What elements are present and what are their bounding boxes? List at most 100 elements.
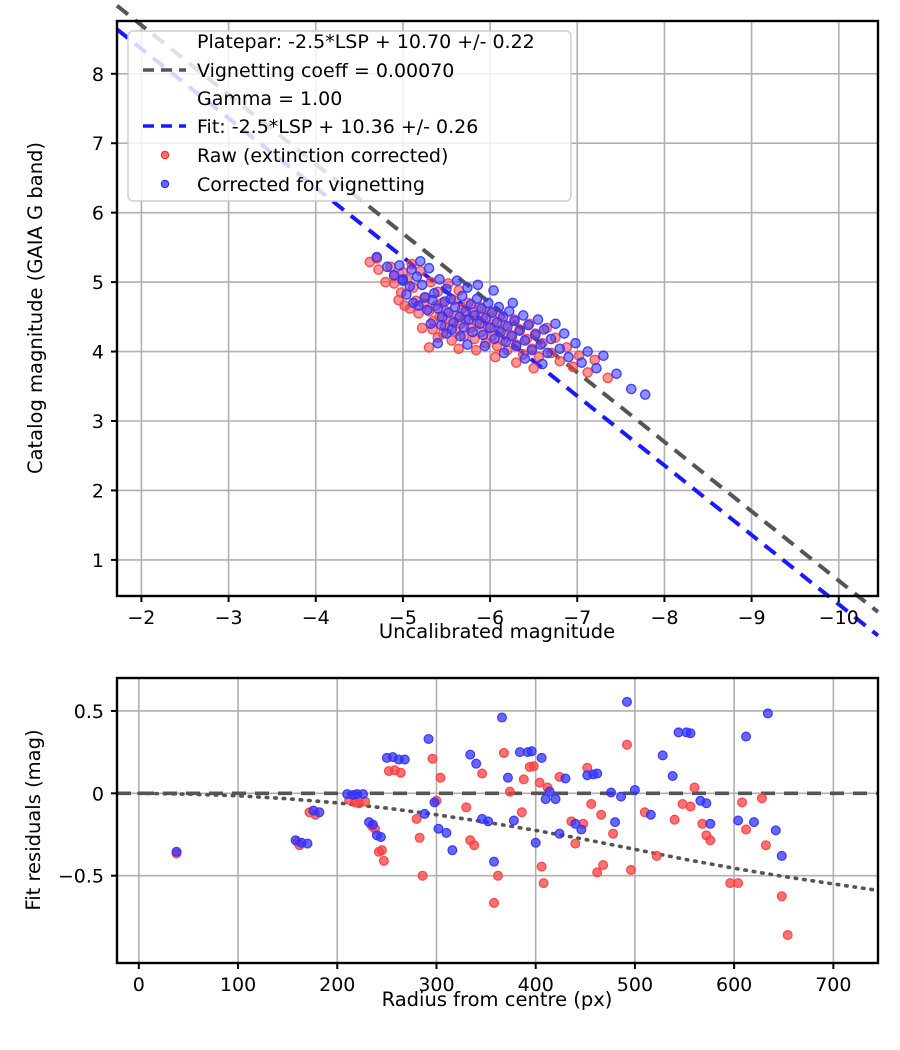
top-data-point <box>462 282 473 293</box>
top-data-point <box>425 318 437 330</box>
bottom-data-point <box>701 798 712 809</box>
top-data-point <box>432 337 444 349</box>
bottom-data-point <box>302 838 313 849</box>
bottom-data-point <box>465 749 476 760</box>
bottom-data-point <box>550 794 561 805</box>
top-data-point <box>554 355 566 367</box>
top-ticks <box>111 72 840 602</box>
legend: Platepar: -2.5*LSP + 10.70 +/- 0.22 Vign… <box>127 30 572 202</box>
bottom-data-point <box>502 772 513 783</box>
top-data-point <box>639 389 651 400</box>
bottom-plot-area <box>117 678 878 963</box>
bottom-vignetting-curve <box>137 791 875 892</box>
bottom-data-point <box>689 782 700 793</box>
legend-label-gamma: Gamma = 1.00 <box>197 88 342 110</box>
top-data-point <box>519 353 531 364</box>
top-data-point <box>441 283 452 295</box>
top-xaxis-label: Uncalibrated magnitude <box>379 620 615 643</box>
top-tick-labels: −2 −3 −4 −5 −6 −7 −8 −9 −10 1 2 3 4 5 6 7 8 <box>92 64 859 629</box>
top-xtick-label: −2 <box>127 607 155 629</box>
bottom-scatter-raw <box>171 739 793 940</box>
top-xtick-label: −7 <box>563 607 591 629</box>
top-data-point <box>423 342 435 353</box>
bottom-data-point <box>489 897 500 908</box>
bottom-data-point <box>625 864 636 875</box>
bottom-data-point <box>489 856 500 867</box>
bottom-data-point <box>534 777 545 788</box>
legend-label-corrected: Corrected for vignetting <box>197 174 425 196</box>
top-data-point <box>416 322 428 334</box>
bottom-data-point <box>508 815 519 826</box>
bottom-data-point <box>596 809 607 820</box>
top-ytick-label: 1 <box>92 550 104 572</box>
top-ytick-label: 4 <box>92 342 104 364</box>
bottom-xtick-label: 500 <box>617 974 653 996</box>
bottom-data-point <box>748 817 759 828</box>
bottom-data-point <box>171 846 182 857</box>
top-data-point <box>381 261 393 273</box>
bottom-data-point <box>756 793 767 804</box>
bottom-data-point <box>621 696 632 707</box>
top-ytick-label: 6 <box>92 203 104 225</box>
bottom-data-point <box>762 708 773 719</box>
top-data-point <box>550 318 561 330</box>
top-data-point <box>576 357 587 368</box>
bottom-data-point <box>782 929 793 940</box>
top-data-point <box>484 322 496 334</box>
top-data-point <box>502 321 513 332</box>
bottom-data-point <box>610 817 621 828</box>
bottom-data-point <box>586 799 597 810</box>
bottom-xtick-label: 100 <box>220 974 256 996</box>
bottom-data-point <box>592 768 603 779</box>
top-data-point <box>476 303 487 314</box>
top-data-point <box>558 328 570 339</box>
top-data-point <box>535 339 546 350</box>
bottom-data-point <box>667 771 678 782</box>
top-data-point <box>523 319 534 331</box>
top-data-point <box>589 354 600 366</box>
bottom-data-point <box>378 855 389 866</box>
top-xtick-label: −8 <box>650 607 678 629</box>
top-data-point <box>471 293 483 305</box>
top-data-point <box>470 344 482 356</box>
bottom-data-point <box>685 801 696 812</box>
bottom-data-point <box>471 758 482 769</box>
bottom-data-point <box>461 802 472 813</box>
top-data-point <box>542 347 553 359</box>
top-xtick-label: −3 <box>215 607 243 629</box>
top-data-point <box>598 350 609 362</box>
top-data-point <box>509 315 520 327</box>
top-data-point <box>451 275 463 287</box>
bottom-xtick-label: 400 <box>518 974 554 996</box>
bottom-ytick-label: 0 <box>92 783 104 805</box>
bottom-data-point <box>621 739 632 750</box>
top-axes-frame <box>115 19 880 598</box>
top-data-point <box>422 304 433 316</box>
top-data-point <box>423 262 435 274</box>
top-data-point <box>528 362 539 374</box>
bottom-data-point <box>429 797 440 808</box>
bottom-data-point <box>411 813 422 824</box>
top-data-point <box>479 340 491 352</box>
bottom-data-point <box>526 746 537 757</box>
bottom-data-point <box>435 772 446 783</box>
bottom-data-point <box>419 808 430 819</box>
bottom-data-point <box>741 731 752 742</box>
top-data-point <box>406 264 417 275</box>
bottom-data-point <box>367 819 378 830</box>
legend-marker-raw-dot <box>160 150 170 160</box>
top-data-point <box>434 274 445 285</box>
top-data-point <box>453 343 465 355</box>
bottom-data-point <box>492 870 503 881</box>
bottom-data-point <box>536 752 547 763</box>
top-data-point <box>493 301 505 313</box>
top-data-point <box>445 293 457 305</box>
top-data-point <box>371 251 383 263</box>
bottom-data-point <box>504 786 515 797</box>
legend-label-fit: Fit: -2.5*LSP + 10.36 +/- 0.26 <box>197 116 478 138</box>
top-data-point <box>397 274 409 285</box>
bottom-data-point <box>554 828 565 839</box>
top-data-point <box>446 324 458 335</box>
bottom-data-point <box>518 774 529 785</box>
bottom-ticks <box>111 709 835 969</box>
